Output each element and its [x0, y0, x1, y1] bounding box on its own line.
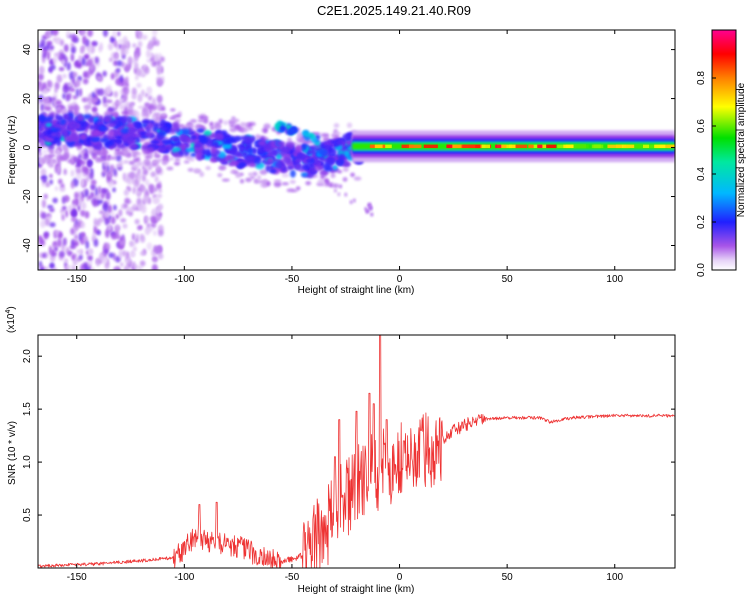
- y-tick-label: 0: [22, 144, 33, 150]
- colorbar-tick-label: 0.4: [696, 167, 707, 181]
- snr-plot-area: [38, 335, 675, 568]
- y-tick-label: 1.0: [22, 455, 33, 469]
- y-tick-label: 0.5: [22, 508, 33, 522]
- y-tick-label: 20: [22, 93, 33, 105]
- spectrogram-panel: -150 -100 -50 0 50 100 -40 -20 0 20 40 Height of …: [7, 29, 676, 296]
- spectrogram-frame: [37, 29, 676, 271]
- snr-frame: [37, 334, 676, 569]
- snr-y-label: SNR (10 * v/v): [7, 421, 18, 485]
- colorbar: 0.0 0.2 0.4 0.6 0.8 Normalized spectral ampl…: [696, 29, 747, 277]
- snr-x-label: Height of straight line (km): [298, 584, 415, 595]
- x-tick-label: -100: [174, 572, 194, 583]
- spectrogram-heatmap: [38, 30, 675, 270]
- y-tick-label: 1.5: [22, 402, 33, 416]
- colorbar-tick-label: 0.6: [696, 119, 707, 133]
- x-tick-label: 50: [502, 572, 514, 583]
- snr-x-ticks: -150 -100 -50 0 50 100: [67, 335, 624, 583]
- snr-panel: -150 -100 -50 0 50 100 0.5 1.0 1.5 2.0 Height of…: [5, 306, 676, 595]
- x-tick-label: 100: [606, 572, 623, 583]
- y-tick-label: -40: [22, 238, 33, 253]
- snr-series-line: [38, 335, 675, 568]
- x-tick-label: -150: [67, 572, 87, 583]
- x-tick-label: 100: [606, 274, 623, 285]
- x-tick-label: 0: [397, 572, 403, 583]
- colorbar-tick-label: 0.2: [696, 215, 707, 229]
- spectrogram-y-label: Frequency (Hz): [7, 116, 18, 185]
- spectrogram-y-ticks: -40 -20 0 20 40: [22, 44, 675, 253]
- x-tick-label: -50: [285, 274, 300, 285]
- y-tick-label: 2.0: [22, 349, 33, 363]
- x-tick-label: 0: [397, 274, 403, 285]
- snr-multiplier: (x104): [5, 306, 17, 333]
- x-tick-label: 50: [502, 274, 514, 285]
- colorbar-tick-label: 0.0: [696, 263, 707, 277]
- x-tick-label: -100: [174, 274, 194, 285]
- y-tick-label: 40: [22, 44, 33, 56]
- colorbar-ticks: 0.0 0.2 0.4 0.6 0.8: [696, 71, 716, 277]
- figure-title: C2E1.2025.149.21.40.R09: [317, 3, 471, 18]
- spectrogram-x-ticks: -150 -100 -50 0 50 100: [67, 30, 624, 285]
- spectrogram-x-label: Height of straight line (km): [298, 285, 415, 296]
- colorbar-gradient: [711, 29, 737, 271]
- x-tick-label: -150: [67, 274, 87, 285]
- y-tick-label: -20: [22, 189, 33, 204]
- colorbar-tick-label: 0.8: [696, 71, 707, 85]
- snr-y-ticks: 0.5 1.0 1.5 2.0: [22, 349, 675, 522]
- colorbar-label: Normalized spectral amplitude: [736, 82, 747, 217]
- svg-text:(x104): (x104): [5, 306, 17, 333]
- x-tick-label: -50: [285, 572, 300, 583]
